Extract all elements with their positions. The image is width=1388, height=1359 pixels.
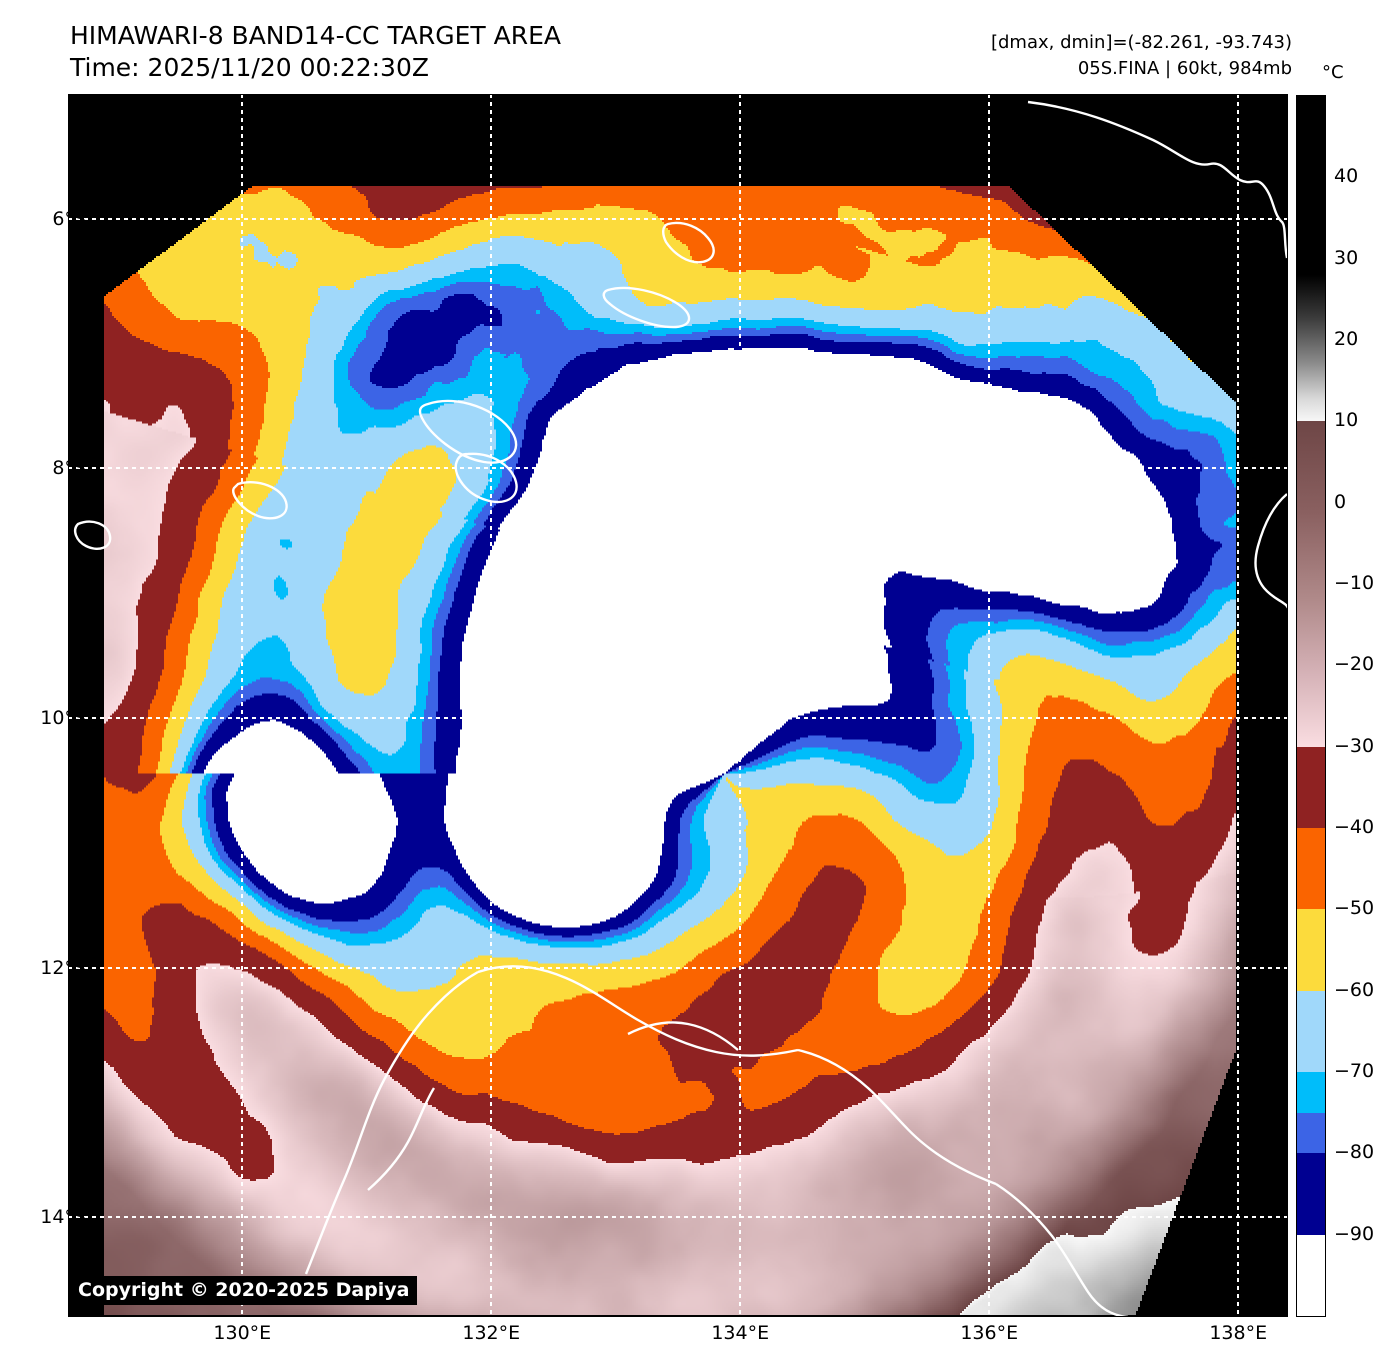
- latitude-tick-3: 12°S: [40, 956, 86, 979]
- colorbar-tick-8: −40: [1334, 816, 1375, 838]
- colorbar-band-m60: [1297, 990, 1325, 1072]
- copyright-label: Copyright © 2020-2025 Dapiya: [72, 1276, 418, 1305]
- colorbar-tick-6: −20: [1334, 653, 1375, 676]
- latitude-tick-2: 10°S: [40, 706, 86, 729]
- colorbar-tick-12: −80: [1334, 1141, 1375, 1164]
- colorbar-tick-1: 30: [1334, 246, 1359, 269]
- colorbar-band-hot: [1297, 96, 1325, 422]
- page-title: HIMAWARI-8 BAND14-CC TARGET AREA: [70, 21, 562, 50]
- colorbar-band-m90: [1297, 1234, 1325, 1316]
- longitude-tick-0: 130°E: [213, 1322, 272, 1344]
- dminmax-label: [dmax, dmin]=(-82.261, -93.743): [990, 32, 1292, 53]
- metadata-block: [dmax, dmin]=(-82.261, -93.743) 05S.FINA…: [991, 30, 1292, 82]
- infrared-temperature-field: [68, 94, 1288, 1317]
- colorbar-band-m30: [1297, 746, 1325, 828]
- satellite-map[interactable]: [68, 94, 1288, 1317]
- colorbar-tick-3: 10: [1334, 409, 1359, 432]
- longitude-tick-4: 138°E: [1209, 1322, 1268, 1344]
- colorbar-band-m50: [1297, 909, 1325, 991]
- timestamp-label: Time: 2025/11/20 00:22:30Z: [70, 53, 429, 82]
- colorbar-band-m80: [1297, 1153, 1325, 1235]
- colorbar-tick-0: 40: [1334, 165, 1359, 188]
- latitude-tick-0: 6°S: [52, 207, 86, 230]
- colorbar-unit-label: °C: [1322, 62, 1344, 83]
- colorbar-tick-13: −90: [1334, 1222, 1375, 1245]
- colorbar-tick-4: 0: [1334, 490, 1347, 513]
- longitude-tick-1: 132°E: [462, 1322, 521, 1344]
- longitude-tick-2: 134°E: [711, 1322, 770, 1344]
- colorbar-tick-11: −70: [1334, 1060, 1375, 1082]
- longitude-tick-3: 136°E: [960, 1322, 1019, 1344]
- colorbar-band-m75: [1297, 1112, 1325, 1154]
- colorbar-band-warm: [1297, 421, 1325, 747]
- latitude-tick-4: 14°S: [40, 1206, 86, 1229]
- colorbar-band-m70: [1297, 1072, 1325, 1113]
- colorbar-tick-5: −10: [1334, 572, 1375, 594]
- colorbar-tick-10: −60: [1334, 978, 1375, 1001]
- colorbar-tick-7: −30: [1334, 734, 1375, 757]
- colorbar-tick-2: 20: [1334, 328, 1359, 350]
- temperature-colorbar[interactable]: [1296, 95, 1326, 1317]
- storm-info-label: 05S.FINA | 60kt, 984mb: [1077, 58, 1292, 79]
- colorbar-band-m40: [1297, 828, 1325, 910]
- title-block: HIMAWARI-8 BAND14-CC TARGET AREA Time: 2…: [70, 20, 561, 84]
- latitude-tick-1: 8°S: [52, 457, 86, 480]
- colorbar-tick-9: −50: [1334, 897, 1375, 920]
